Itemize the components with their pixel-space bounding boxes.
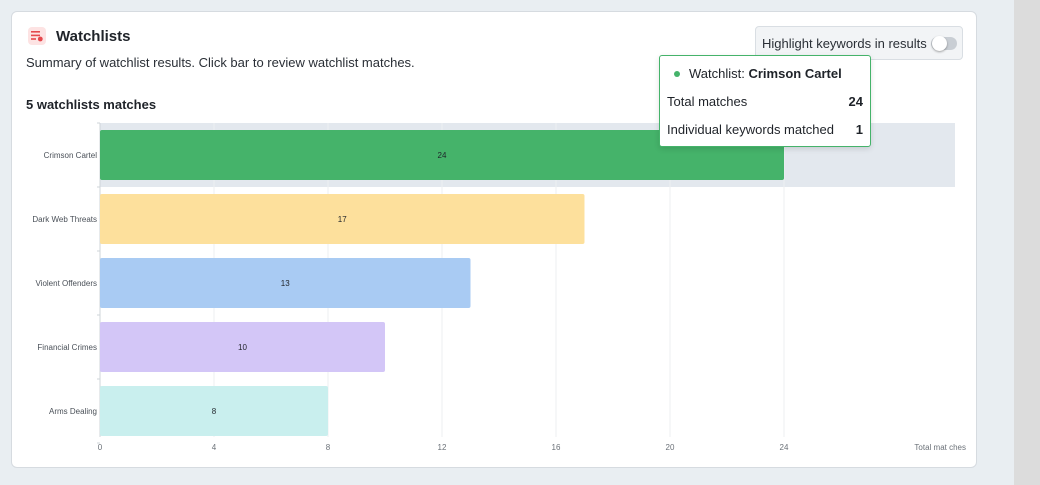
page-title: Watchlists: [56, 27, 131, 45]
title-row: Watchlists: [28, 27, 130, 45]
category-label: Arms Dealing: [49, 407, 97, 416]
bar-value-label: 8: [212, 407, 217, 416]
bar-dark-web-threats[interactable]: [100, 194, 585, 244]
category-label: Crimson Cartel: [44, 151, 98, 160]
right-rail: [1014, 0, 1040, 485]
bar-value-label: 24: [438, 151, 447, 160]
matches-count: 5 watchlists matches: [26, 97, 157, 112]
bar-financial-crimes[interactable]: [100, 322, 385, 372]
bar-value-label: 13: [281, 279, 290, 288]
tooltip-row-keywords: Individual keywords matched 1: [667, 122, 863, 137]
x-tick-label: 8: [326, 443, 331, 452]
bar-value-label: 17: [338, 215, 347, 224]
bar-arms-dealing[interactable]: [100, 386, 328, 436]
chart-tooltip: Watchlist: Crimson Cartel Total matches …: [659, 55, 871, 147]
highlight-keywords-toggle[interactable]: Highlight keywords in results: [755, 26, 963, 60]
subtitle: Summary of watchlist results. Click bar …: [26, 55, 415, 70]
tooltip-row-total: Total matches 24: [667, 94, 863, 109]
watchlist-bar-chart: 24 Crimson Cartel 17 Dark Web Threats 13 Viol…: [32, 122, 966, 452]
watchlist-icon: [28, 27, 46, 45]
tooltip-row-value: 1: [855, 122, 863, 137]
x-tick-label: 12: [438, 443, 447, 452]
x-tick-label: 4: [212, 443, 217, 452]
category-label: Violent Offenders: [35, 279, 97, 288]
x-axis-label: Total mat ches: [914, 443, 966, 452]
toggle-knob: [932, 36, 947, 51]
bar-crimson-cartel[interactable]: [100, 130, 784, 180]
x-tick-label: 20: [666, 443, 675, 452]
x-tick-label: 16: [552, 443, 561, 452]
x-tick-label: 0: [98, 443, 103, 452]
toggle-label: Highlight keywords in results: [762, 35, 927, 51]
tooltip-dot: [674, 70, 680, 77]
tooltip-row-label: Total matches: [667, 94, 748, 109]
tooltip-row-value: 24: [848, 94, 863, 109]
tooltip-header: Watchlist: Crimson Cartel: [674, 66, 842, 81]
tooltip-row-label: Individual keywords matched: [667, 122, 834, 137]
toggle-switch[interactable]: [931, 36, 957, 51]
x-tick-label: 24: [780, 443, 789, 452]
bar-violent-offenders[interactable]: [100, 258, 471, 308]
tooltip-watchlist-name: Crimson Cartel: [748, 66, 842, 81]
tooltip-prefix: Watchlist:: [689, 66, 749, 81]
watchlists-card: Watchlists Summary of watchlist results.…: [11, 11, 977, 468]
bar-value-label: 10: [238, 343, 247, 352]
category-label: Financial Crimes: [37, 343, 97, 352]
category-label: Dark Web Threats: [32, 215, 97, 224]
